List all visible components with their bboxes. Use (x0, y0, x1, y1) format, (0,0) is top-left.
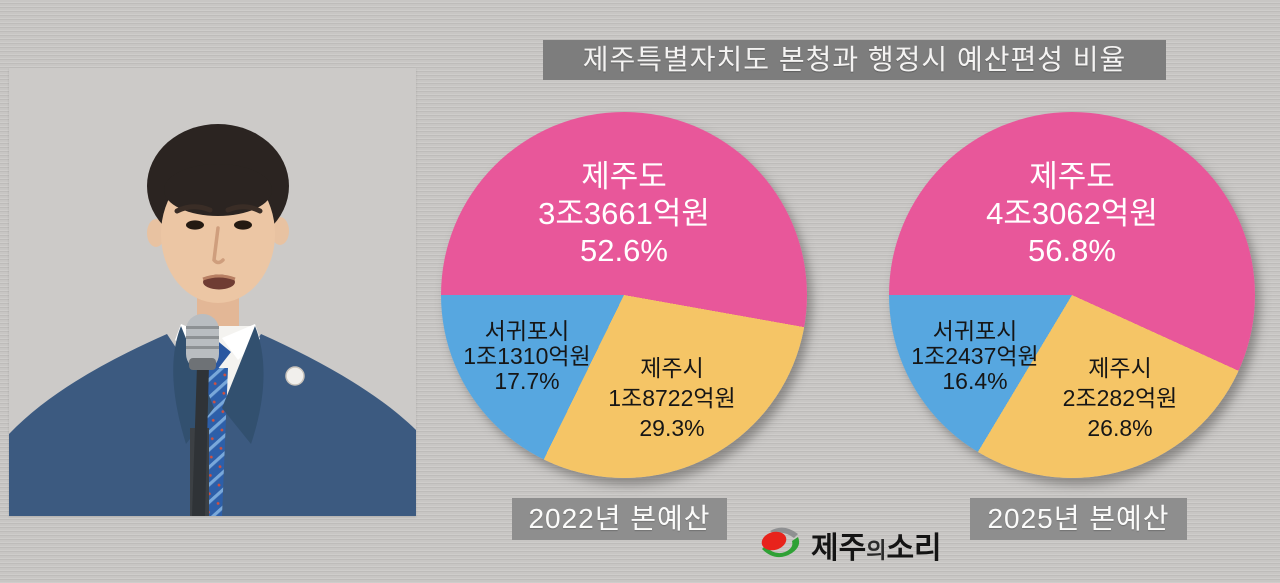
slice-name: 제주시 (1088, 355, 1152, 381)
slice-label-jejudo-2022: 제주도 3조3661억원 52.6% (441, 158, 807, 269)
caption-2025-budget: 2025년 본예산 (970, 498, 1187, 540)
logo-text-sori: 소리 (886, 532, 942, 565)
slice-percent: 17.7% (494, 368, 560, 394)
slice-name: 서귀포시 (932, 318, 1018, 344)
jejusori-logo-text: 제주의소리 (811, 523, 942, 567)
jejusori-logo: 제주의소리 (756, 524, 942, 566)
slice-percent: 16.4% (942, 368, 1008, 394)
slice-amount: 1조8722억원 (608, 385, 736, 411)
slice-amount: 4조3062억원 (986, 196, 1158, 231)
slice-amount: 1조1310억원 (463, 343, 591, 369)
caption-2022-budget: 2022년 본예산 (512, 498, 727, 540)
person-figure (9, 68, 416, 516)
slice-label-seogwipo-2022: 서귀포시 1조1310억원 17.7% (425, 319, 629, 394)
logo-text-jeju: 제주 (811, 532, 867, 565)
slice-label-jejusi-2022: 제주시 1조8722억원 29.3% (567, 353, 777, 443)
slice-label-seogwipo-2025: 서귀포시 1조2437억원 16.4% (873, 319, 1077, 394)
slice-amount: 3조3661억원 (538, 196, 710, 231)
slice-name: 제주도 (1029, 159, 1115, 194)
slice-percent: 52.6% (580, 233, 668, 268)
jejusori-logo-icon (761, 527, 800, 558)
lapel-badge (285, 366, 305, 386)
microphone (186, 314, 219, 516)
slice-name: 서귀포시 (484, 318, 570, 344)
slice-amount: 1조2437억원 (911, 343, 1039, 369)
slice-name: 제주도 (581, 159, 667, 194)
pie-chart-2022: 제주도 3조3661억원 52.6% 서귀포시 1조1310억원 17.7% 제… (441, 112, 807, 478)
slice-percent: 56.8% (1028, 233, 1116, 268)
slice-label-jejudo-2025: 제주도 4조3062억원 56.8% (889, 158, 1255, 269)
slice-name: 제주시 (640, 355, 704, 381)
logo-text-ui: 의 (866, 538, 887, 563)
slice-label-jejusi-2025: 제주시 2조282억원 26.8% (1015, 353, 1225, 443)
slice-percent: 29.3% (639, 415, 705, 441)
photo-official-speaking (9, 68, 416, 516)
page-title: 제주특별자치도 본청과 행정시 예산편성 비율 (543, 40, 1166, 80)
slice-percent: 26.8% (1087, 415, 1153, 441)
slice-amount: 2조282억원 (1062, 385, 1178, 411)
pie-chart-2025: 제주도 4조3062억원 56.8% 서귀포시 1조2437억원 16.4% 제… (889, 112, 1255, 478)
